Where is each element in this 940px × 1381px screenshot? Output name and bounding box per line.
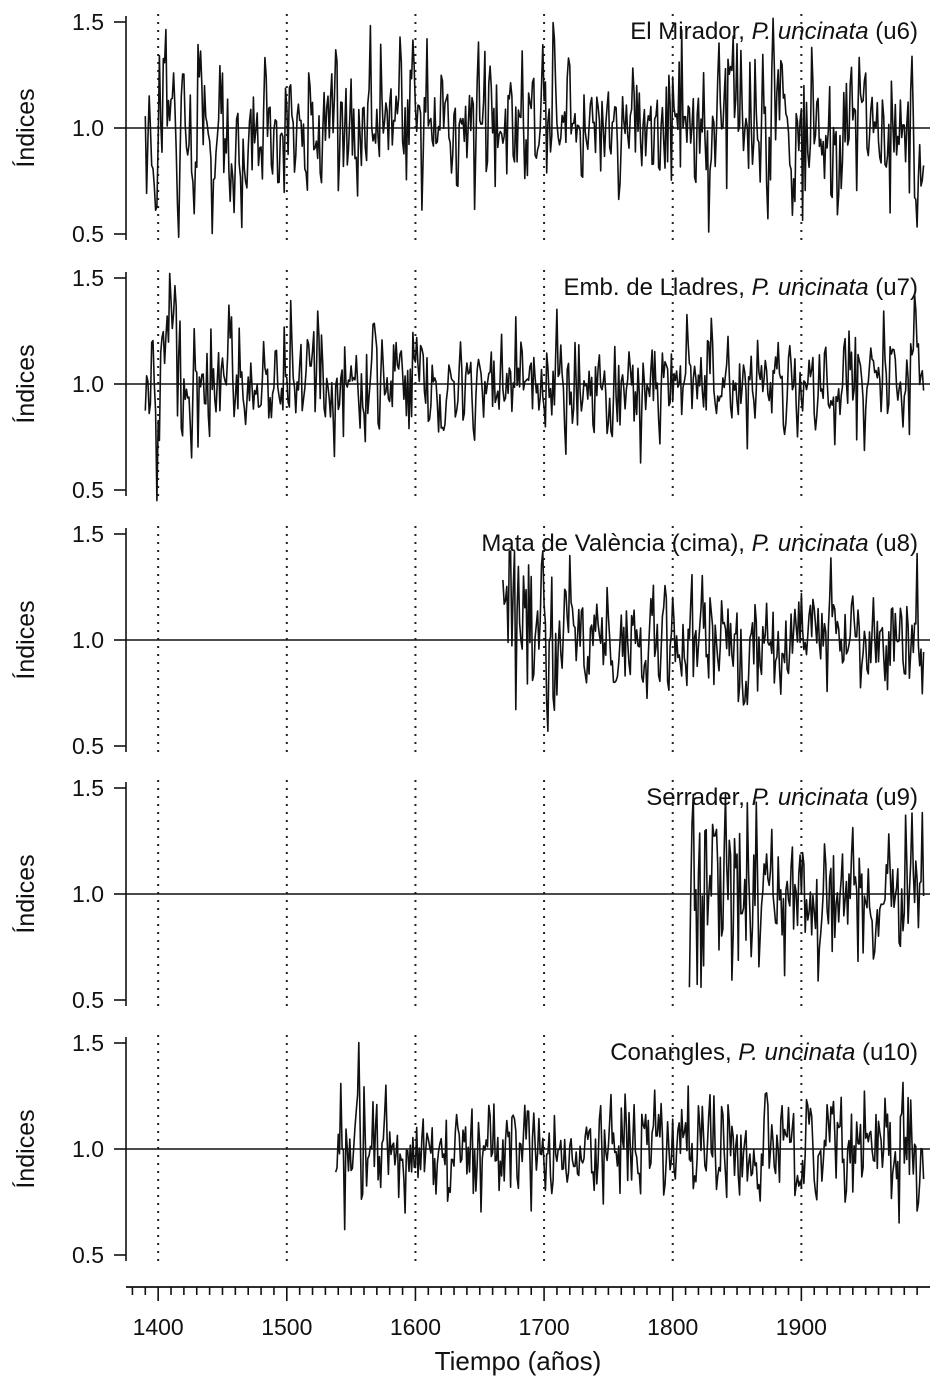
y-tick-label: 0.5 [72, 477, 104, 503]
panel-title-site: El Mirador, [630, 18, 751, 45]
panel-title: Conangles, P. uncinata (u10) [610, 1039, 918, 1066]
panel-title-code: (u6) [869, 18, 918, 45]
x-tick-label: 1400 [133, 1314, 184, 1340]
y-tick-label: 1.0 [72, 881, 104, 907]
panel-1: 0.5 1.0 1.5 Índices El Mirador, P. uncinata … [11, 9, 930, 247]
panel-title-species: P. uncinata [752, 274, 869, 301]
y-tick-label: 1.0 [72, 371, 104, 397]
y-axis-label: Índices [11, 600, 40, 679]
panel-title-code: (u10) [855, 1039, 918, 1066]
y-tick-label: 1.0 [72, 1136, 104, 1162]
panel-2: 0.5 1.0 1.5 Índices Emb. de Lladres, P. unci… [11, 265, 930, 503]
panel-title: Serrader, P. uncinata (u9) [646, 784, 918, 811]
x-axis: 1400 1500 1600 1700 1800 1900 [126, 1286, 930, 1340]
series-line [144, 17, 925, 238]
panels: 0.5 1.0 1.5 Índices El Mirador, P. uncinata … [11, 9, 930, 1268]
panel-title-species: P. uncinata [752, 530, 869, 557]
series-line [144, 272, 925, 502]
y-tick-label: 1.5 [72, 265, 104, 291]
y-tick-label: 0.5 [72, 1242, 104, 1268]
x-tick-label: 1800 [647, 1314, 698, 1340]
panel-title-site: Mata de València (cima), [481, 530, 751, 557]
y-axis-label: Índices [11, 344, 40, 423]
panel-title-species: P. uncinata [752, 18, 869, 45]
panel-title-species: P. uncinata [752, 784, 869, 811]
x-tick-label: 1600 [390, 1314, 441, 1340]
y-axis-label: Índices [11, 854, 40, 933]
y-tick-label: 1.5 [72, 775, 104, 801]
x-tick-label: 1500 [261, 1314, 312, 1340]
panel-title: Emb. de Lladres, P. uncinata (u7) [564, 274, 918, 301]
panel-title: El Mirador, P. uncinata (u6) [630, 18, 918, 45]
panel-4: 0.5 1.0 1.5 Índices Serrader, P. uncinata (u… [11, 775, 930, 1013]
panel-title-site: Conangles, [610, 1039, 738, 1066]
x-tick-label: 1900 [776, 1314, 827, 1340]
panel-title: Mata de València (cima), P. uncinata (u8… [481, 530, 918, 557]
y-tick-label: 1.5 [72, 521, 104, 547]
panel-title-site: Serrader, [646, 784, 751, 811]
panel-title-code: (u8) [869, 530, 918, 557]
y-tick-label: 1.5 [72, 9, 104, 35]
y-tick-label: 0.5 [72, 733, 104, 759]
series-line [688, 793, 925, 989]
y-axis-label: Índices [11, 88, 40, 167]
panel-title-code: (u7) [869, 274, 918, 301]
panel-5: 0.5 1.0 1.5 Índices Conangles, P. uncinata (… [11, 1030, 930, 1268]
y-tick-label: 1.5 [72, 1030, 104, 1056]
series-line [334, 1041, 925, 1231]
y-tick-label: 0.5 [72, 221, 104, 247]
panel-title-species: P. uncinata [738, 1039, 855, 1066]
panel-title-site: Emb. de Lladres, [564, 274, 752, 301]
x-axis-label: Tiempo (años) [435, 1346, 602, 1376]
y-tick-label: 1.0 [72, 627, 104, 653]
y-tick-label: 0.5 [72, 987, 104, 1013]
panel-title-code: (u9) [869, 784, 918, 811]
y-tick-label: 1.0 [72, 115, 104, 141]
series-line [502, 550, 925, 733]
y-axis-label: Índices [11, 1109, 40, 1188]
panel-3: 0.5 1.0 1.5 Índices Mata de València (cima),… [11, 521, 930, 759]
x-tick-label: 1700 [518, 1314, 569, 1340]
